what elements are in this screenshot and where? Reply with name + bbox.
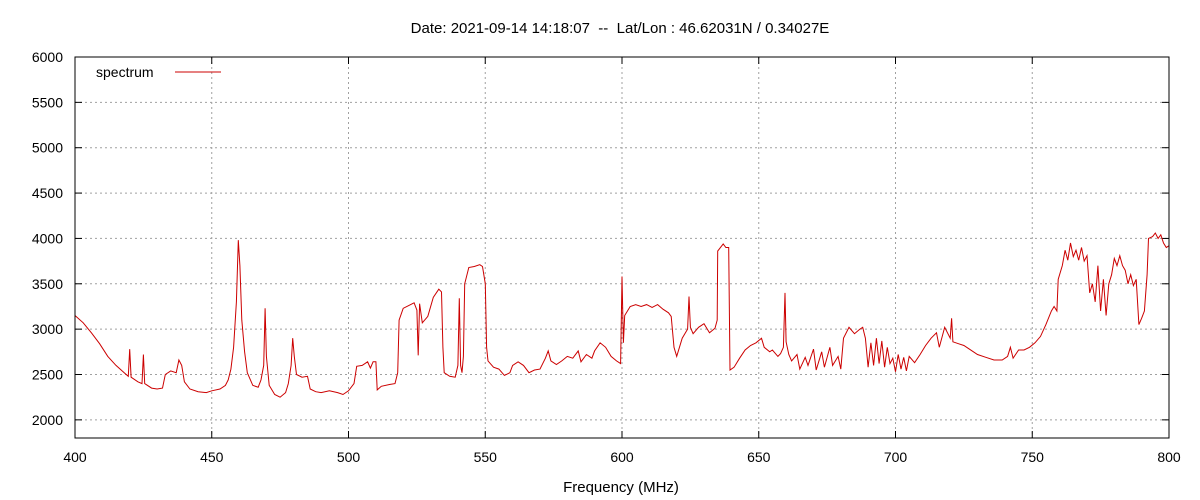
y-tick-label: 6000 [32,49,63,65]
plot-frame [74,56,1170,439]
y-tick-label: 4500 [32,185,63,201]
y-tick-label: 2500 [32,367,63,383]
x-tick-label: 400 [63,449,87,465]
spectrum-series-line [74,232,1170,398]
x-tick-label: 800 [1157,449,1181,465]
x-axis-label: Frequency (MHz) [563,479,679,496]
legend-label: spectrum [96,64,154,80]
y-tick-label: 5500 [32,94,63,110]
x-tick-label: 700 [884,449,908,465]
y-tick-label: 2000 [32,412,63,428]
x-tick-label: 450 [200,449,224,465]
x-tick-labels: 400 450 500 550 600 650 700 750 800 [63,449,1181,465]
x-tick-label: 500 [337,449,361,465]
chart-title: Date: 2021-09-14 14:18:07 -- Lat/Lon : 4… [411,20,830,37]
y-tick-label: 3500 [32,276,63,292]
x-tick-label: 650 [747,449,771,465]
y-tick-label: 3000 [32,321,63,337]
legend: spectrum [96,64,221,80]
x-tick-label: 550 [474,449,498,465]
y-tick-labels: 2000 2500 3000 3500 4000 4500 5000 5500 6000 [32,49,63,428]
y-tick-label: 4000 [32,230,63,246]
y-tick-label: 5000 [32,140,63,156]
x-tick-label: 600 [610,449,634,465]
x-tick-label: 750 [1021,449,1045,465]
